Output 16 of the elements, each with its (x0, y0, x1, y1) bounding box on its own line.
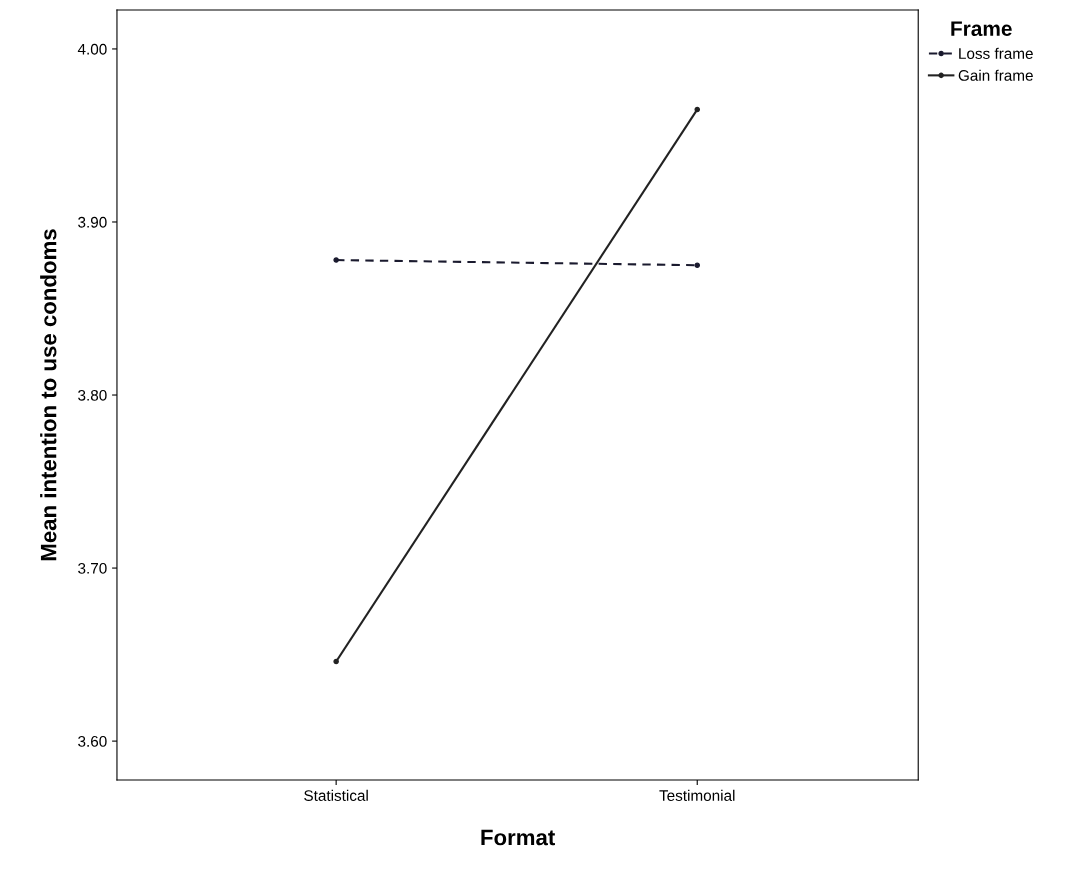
y-axis-title: Mean intention to use condoms (40, 229, 57, 561)
y-tick-label: 4.00 (77, 43, 107, 55)
y-tick-label: 3.70 (78, 562, 107, 574)
y-tick-label: 3.60 (78, 735, 107, 747)
legend-label: Loss frame (959, 47, 1033, 59)
point (694, 262, 701, 269)
y-tick-label: 3.80 (78, 389, 107, 401)
x-tick-label: Testimonial (659, 789, 735, 801)
y-tick-label: 3.90 (78, 216, 107, 228)
x-axis-title: Format (481, 829, 555, 846)
legend-label: Gain frame (958, 69, 1033, 81)
point (333, 658, 339, 665)
legend-title: Frame (951, 21, 1012, 36)
point (694, 106, 701, 113)
x-tick-label: Statistical (304, 789, 368, 801)
point (333, 257, 339, 263)
